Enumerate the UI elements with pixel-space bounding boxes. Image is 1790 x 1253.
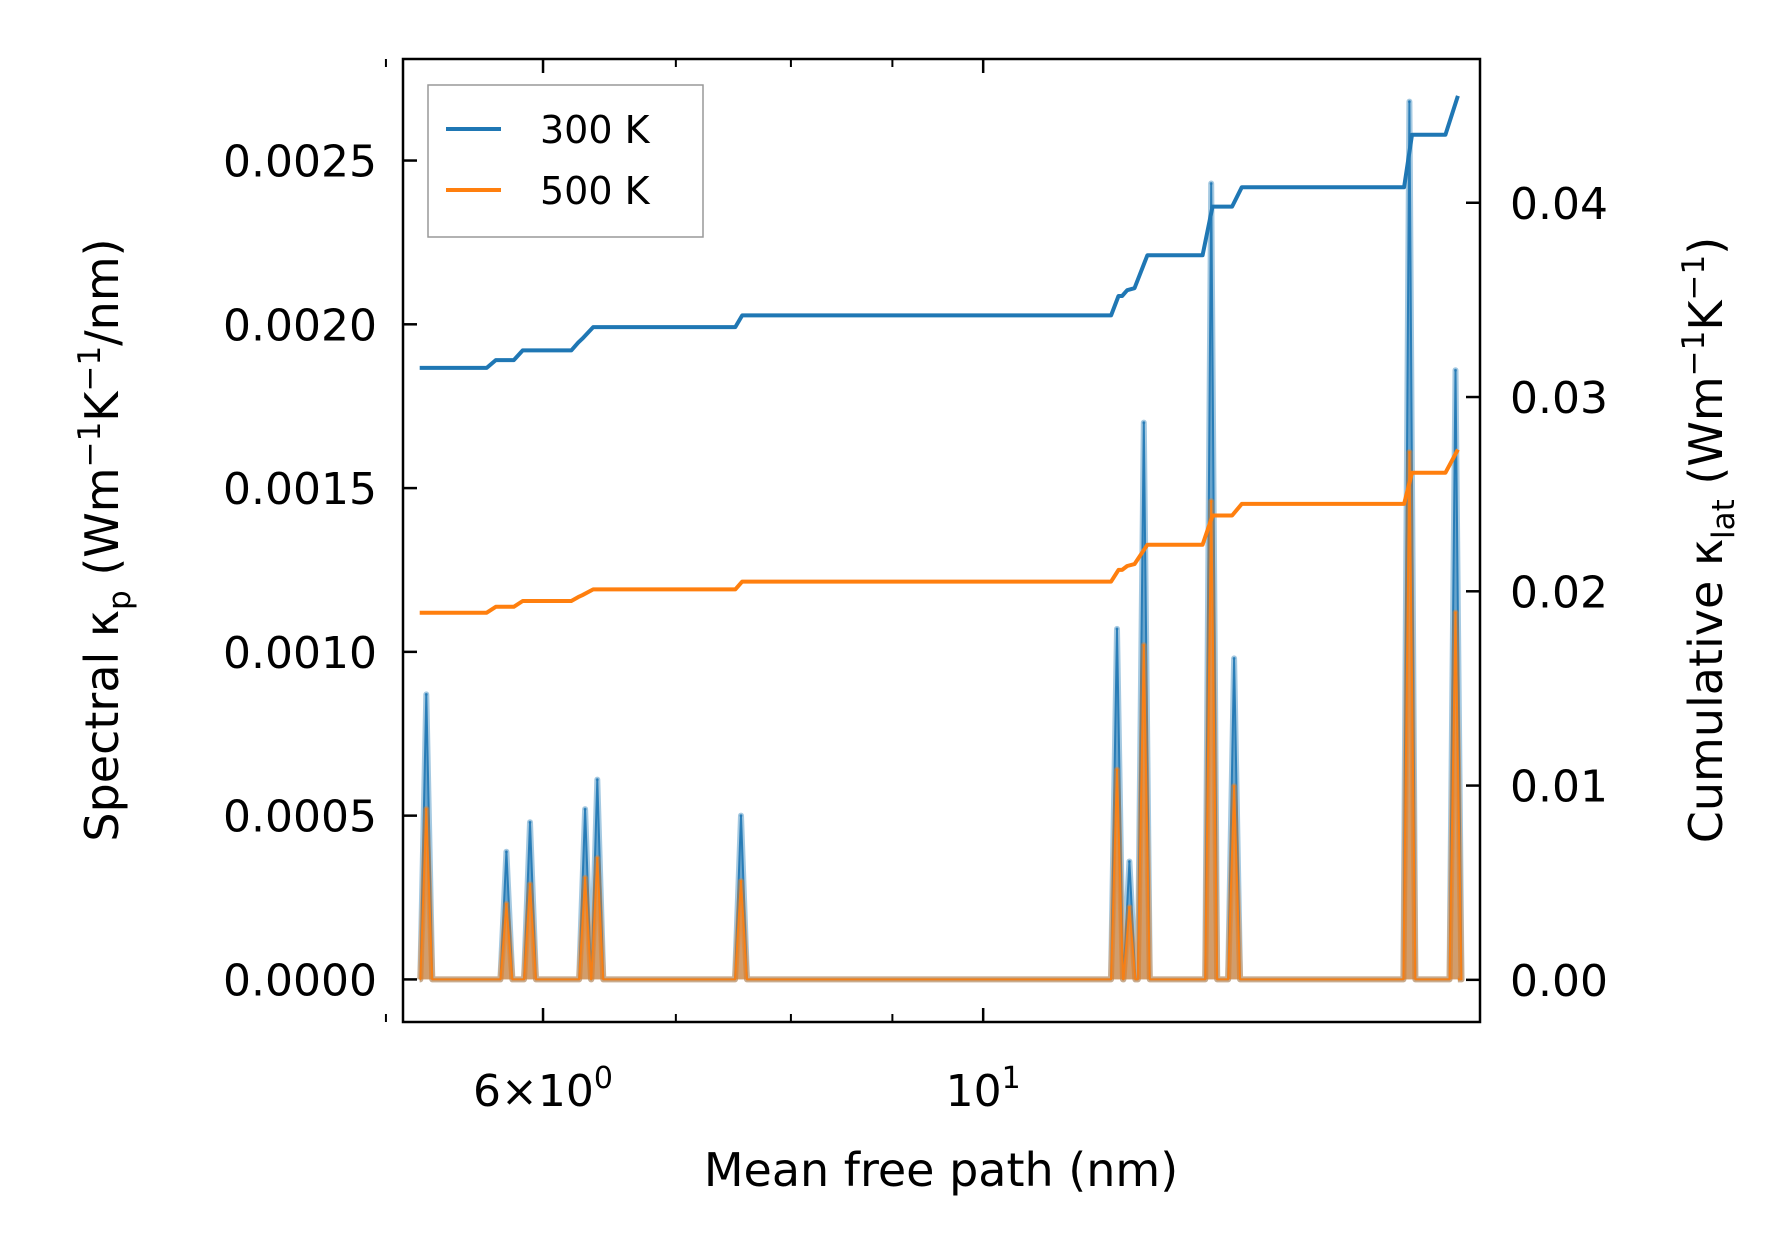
y-left-tick-label: 0.0010 [223, 628, 377, 679]
spectral-peak-500k-4 [595, 856, 599, 860]
spectral-peak-300k-12 [1454, 368, 1457, 372]
legend-label-500k: 500 K [540, 169, 651, 213]
spectral-peak-500k-8 [1142, 643, 1146, 647]
y-right-title-sub: lat [1706, 499, 1742, 539]
legend: 300 K 500 K [427, 84, 704, 238]
cumulative-layer [419, 95, 1460, 615]
y-right-tick-label: 0.04 [1510, 179, 1608, 230]
y-right-title-mid: K [1679, 299, 1733, 331]
y-left-tick-label: 0.0020 [223, 300, 377, 351]
y-left-tick-label: 0.0000 [223, 955, 377, 1006]
spectral-peak-300k-4 [595, 778, 599, 782]
y-right-tick-label: 0.00 [1510, 956, 1608, 1007]
spectral-peak-300k-6 [1115, 627, 1119, 631]
spectral-peak-500k-6 [1115, 768, 1119, 772]
spectral-peak-300k-8 [1142, 421, 1146, 425]
spectral-peak-500k-11 [1407, 450, 1411, 454]
spectral-peak-500k-0 [424, 807, 428, 811]
spectral-peak-300k-9 [1209, 182, 1213, 185]
y-left-title-exp1: −1 [72, 422, 108, 468]
x-tick-label-exp: 1 [1002, 1061, 1021, 1096]
y-right-title-unit-pre: (Wm [1679, 376, 1733, 499]
spectral-peak-300k-7 [1127, 860, 1131, 863]
y-left-tick-label: 0.0025 [223, 137, 377, 188]
y-right-tick-label: 0.03 [1510, 373, 1608, 424]
y-left-title-unit-pre: (Wm [75, 467, 129, 590]
y-axis-left-title: Spectral κp (Wm−1K−1/nm) [72, 238, 138, 841]
spectral-peak-300k-3 [583, 807, 587, 811]
x-tick-label-base: 10 [946, 1066, 1002, 1117]
spectral-peak-500k-12 [1454, 611, 1457, 615]
y-right-title-unit-post: ) [1679, 237, 1733, 255]
y-left-title-main: Spectral κ [75, 610, 129, 842]
cumulative-line-500k [419, 448, 1460, 615]
spectral-peak-300k-10 [1232, 656, 1236, 660]
spectral-peak-300k-11 [1407, 100, 1411, 104]
y-left-title-exp2: −1 [72, 346, 108, 392]
x-tick-label: 101 [946, 1061, 1021, 1117]
y-right-title-main: Cumulative κ [1679, 539, 1733, 843]
spectral-peak-500k-3 [583, 876, 587, 880]
y-left-tick-label: 0.0005 [223, 792, 377, 843]
plot-frame [401, 57, 1482, 1024]
y-left-title-sub: p [102, 590, 138, 610]
legend-label-300k: 300 K [540, 108, 651, 152]
spectral-peak-500k-10 [1232, 784, 1236, 788]
y-right-title-exp1: −1 [1676, 331, 1712, 377]
y-left-title-unit-post: /nm) [75, 238, 129, 345]
spectral-peak-500k-1 [504, 902, 508, 906]
x-tick-label: 6×100 [473, 1061, 613, 1117]
spectral-peak-300k-0 [424, 692, 428, 696]
y-left-title-mid: K [75, 390, 129, 422]
spectral-peak-300k-5 [739, 814, 743, 818]
legend-box [427, 84, 704, 238]
y-left-tick-label: 0.0015 [223, 464, 377, 515]
y-right-tick-label: 0.02 [1510, 567, 1608, 618]
cumulative-line-300k [419, 95, 1460, 370]
x-tick-label-exp: 0 [594, 1061, 613, 1096]
spectral-peak-500k-7 [1127, 905, 1131, 909]
y-axis-right-title: Cumulative κlat (Wm−1K−1) [1676, 237, 1742, 843]
y-right-title-exp2: −1 [1676, 255, 1712, 301]
spectral-peak-500k-9 [1209, 499, 1213, 503]
y-right-tick-label: 0.01 [1510, 762, 1608, 813]
spectral-peak-500k-2 [528, 882, 532, 886]
x-tick-label-base: 6×10 [473, 1066, 594, 1117]
spectral-peak-300k-2 [528, 820, 532, 824]
spectral-peak-500k-5 [739, 879, 743, 883]
x-axis-title: Mean free path (nm) [704, 1143, 1178, 1197]
ticks-layer: 0.00000.00050.00100.00150.00200.00250.00… [223, 59, 1608, 1117]
spectral-peak-300k-1 [504, 850, 508, 854]
spectral-layer [417, 98, 1465, 983]
